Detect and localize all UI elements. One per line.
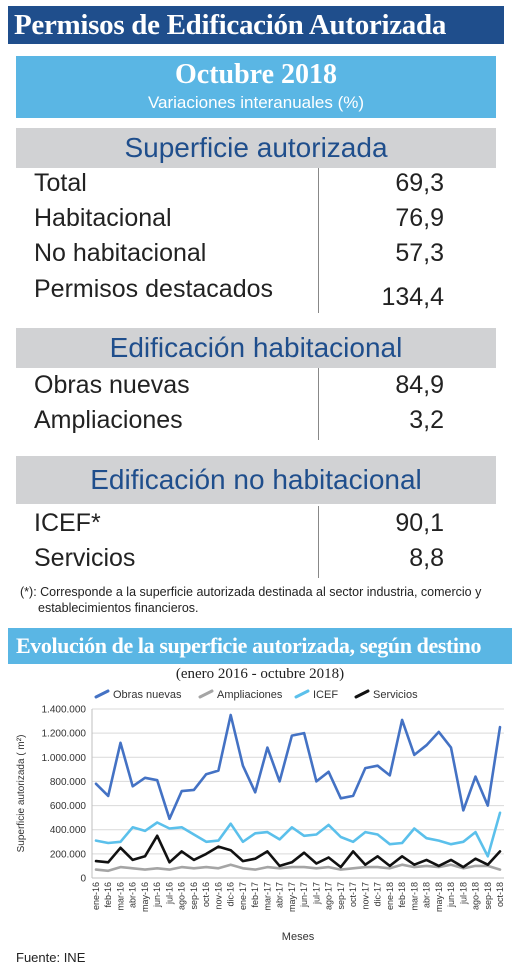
- legend-label: Obras nuevas: [113, 689, 182, 701]
- x-tick-label: feb-17: [250, 882, 260, 908]
- series-line: [94, 834, 502, 869]
- row-label: Obras nuevas: [34, 371, 190, 399]
- series-line: [94, 863, 502, 873]
- footnote: (*): Corresponde a la superficie autoriz…: [20, 584, 510, 616]
- row-value: 84,9: [395, 371, 444, 399]
- y-tick-label: 600.000: [50, 801, 87, 812]
- legend-swatch: [294, 689, 310, 699]
- x-tick-label: jul-18: [458, 882, 468, 905]
- x-tick-label: dic-17: [373, 882, 383, 907]
- x-tick-label: jul-16: [164, 882, 174, 905]
- row-value: 69,3: [395, 169, 444, 197]
- source-note: Fuente: INE: [16, 950, 86, 965]
- section-header-habitacional: Edificación habitacional: [16, 328, 496, 368]
- row-label: Total: [34, 169, 87, 197]
- period-title: Octubre 2018: [174, 59, 338, 90]
- table-row: No habitacional 57,3: [34, 236, 444, 270]
- row-label: Habitacional: [34, 204, 172, 232]
- x-tick-label: ago-18: [471, 882, 481, 910]
- x-tick-label: mar-17: [262, 882, 272, 911]
- y-tick-label: 200.000: [50, 849, 87, 860]
- row-value: 90,1: [395, 509, 444, 537]
- period-subtitle: Variaciones interanuales (%): [147, 93, 365, 112]
- x-tick-label: oct-17: [348, 882, 358, 907]
- x-tick-label: sep-18: [483, 882, 493, 910]
- row-label: Servicios: [34, 544, 136, 572]
- row-label: Ampliaciones: [34, 406, 183, 434]
- x-tick-label: oct-16: [201, 882, 211, 907]
- x-tick-label: abr-16: [128, 882, 138, 908]
- x-tick-label: oct-18: [495, 882, 505, 907]
- x-tick-label: jun-16: [152, 882, 162, 908]
- y-axis-title: Superficie autorizada ( m²): [16, 735, 27, 853]
- row-label: ICEF*: [34, 509, 101, 537]
- y-tick-label: 800.000: [50, 777, 87, 788]
- series-line: [94, 811, 502, 858]
- x-tick-label: nov-16: [213, 882, 223, 910]
- section-header-superficie: Superficie autorizada: [16, 128, 496, 168]
- table-row: ICEF* 90,1: [34, 506, 444, 540]
- series-line: [94, 713, 502, 821]
- x-tick-label: feb-18: [397, 882, 407, 908]
- table-row: Ampliaciones 3,2: [34, 403, 444, 437]
- y-tick-label: 400.000: [50, 825, 87, 836]
- x-tick-label: abr-18: [422, 882, 432, 908]
- y-tick-label: 1.000.000: [42, 753, 87, 764]
- x-tick-label: sep-16: [189, 882, 199, 910]
- x-tick-label: dic-16: [226, 882, 236, 907]
- row-value: 76,9: [395, 204, 444, 232]
- table-row: Servicios 8,8: [34, 541, 444, 575]
- chart-title: Evolución de la superficie autorizada, s…: [8, 628, 512, 664]
- footnote-line: establecimientos financieros.: [38, 601, 199, 615]
- x-tick-label: jun-17: [299, 882, 309, 908]
- x-tick-label: may-17: [287, 882, 297, 912]
- table-divider: [318, 368, 319, 440]
- period-banner: Octubre 2018 Variaciones interanuales (%…: [16, 56, 496, 118]
- x-tick-label: ago-16: [177, 882, 187, 910]
- y-tick-label: 0: [80, 874, 86, 885]
- legend-label: Servicios: [373, 689, 418, 701]
- row-value: 134,4: [381, 283, 444, 311]
- legend-label: ICEF: [313, 689, 338, 701]
- footnote-line: (*): Corresponde a la superficie autoriz…: [20, 585, 482, 599]
- x-tick-label: mar-18: [409, 882, 419, 911]
- table-row: Total 69,3: [34, 166, 444, 200]
- legend-swatch: [94, 689, 110, 699]
- x-tick-label: ene-16: [91, 882, 101, 910]
- x-tick-label: may-18: [434, 882, 444, 912]
- table-row: Obras nuevas 84,9: [34, 368, 444, 402]
- x-tick-label: feb-16: [103, 882, 113, 908]
- x-tick-label: nov-17: [360, 882, 370, 910]
- table-row: Permisos destacados 134,4: [34, 272, 444, 311]
- table-divider: [318, 168, 319, 313]
- legend-swatch: [354, 689, 370, 699]
- x-tick-label: sep-17: [336, 882, 346, 910]
- line-chart: 0 200.000 400.000 600.000 800.000 1.000.000 1.…: [16, 689, 505, 943]
- x-tick-label: may-16: [140, 882, 150, 912]
- x-tick-label: ene-17: [238, 882, 248, 910]
- x-tick-label: abr-17: [275, 882, 285, 908]
- row-value: 57,3: [395, 239, 444, 267]
- x-tick-label: jul-17: [311, 882, 321, 905]
- y-tick-label: 1.400.000: [42, 705, 87, 716]
- x-tick-label: ene-18: [385, 882, 395, 910]
- page-title: Permisos de Edificación Autorizada: [8, 6, 504, 44]
- x-tick-label: jun-18: [446, 882, 456, 908]
- x-axis-title: Meses: [282, 931, 315, 943]
- row-label: No habitacional: [34, 239, 207, 267]
- table-divider: [318, 506, 319, 578]
- chart-subtitle: (enero 2016 - octubre 2018): [175, 666, 345, 682]
- x-tick-label: mar-16: [115, 882, 125, 911]
- legend-swatch: [198, 689, 214, 699]
- section-header-no-habitacional: Edificación no habitacional: [16, 456, 496, 504]
- legend-label: Ampliaciones: [217, 689, 283, 701]
- row-value: 8,8: [409, 544, 444, 572]
- table-row: Habitacional 76,9: [34, 201, 444, 235]
- row-value: 3,2: [409, 406, 444, 434]
- row-label: Permisos destacados: [34, 275, 274, 303]
- y-tick-label: 1.200.000: [42, 729, 87, 740]
- x-tick-label: ago-17: [324, 882, 334, 910]
